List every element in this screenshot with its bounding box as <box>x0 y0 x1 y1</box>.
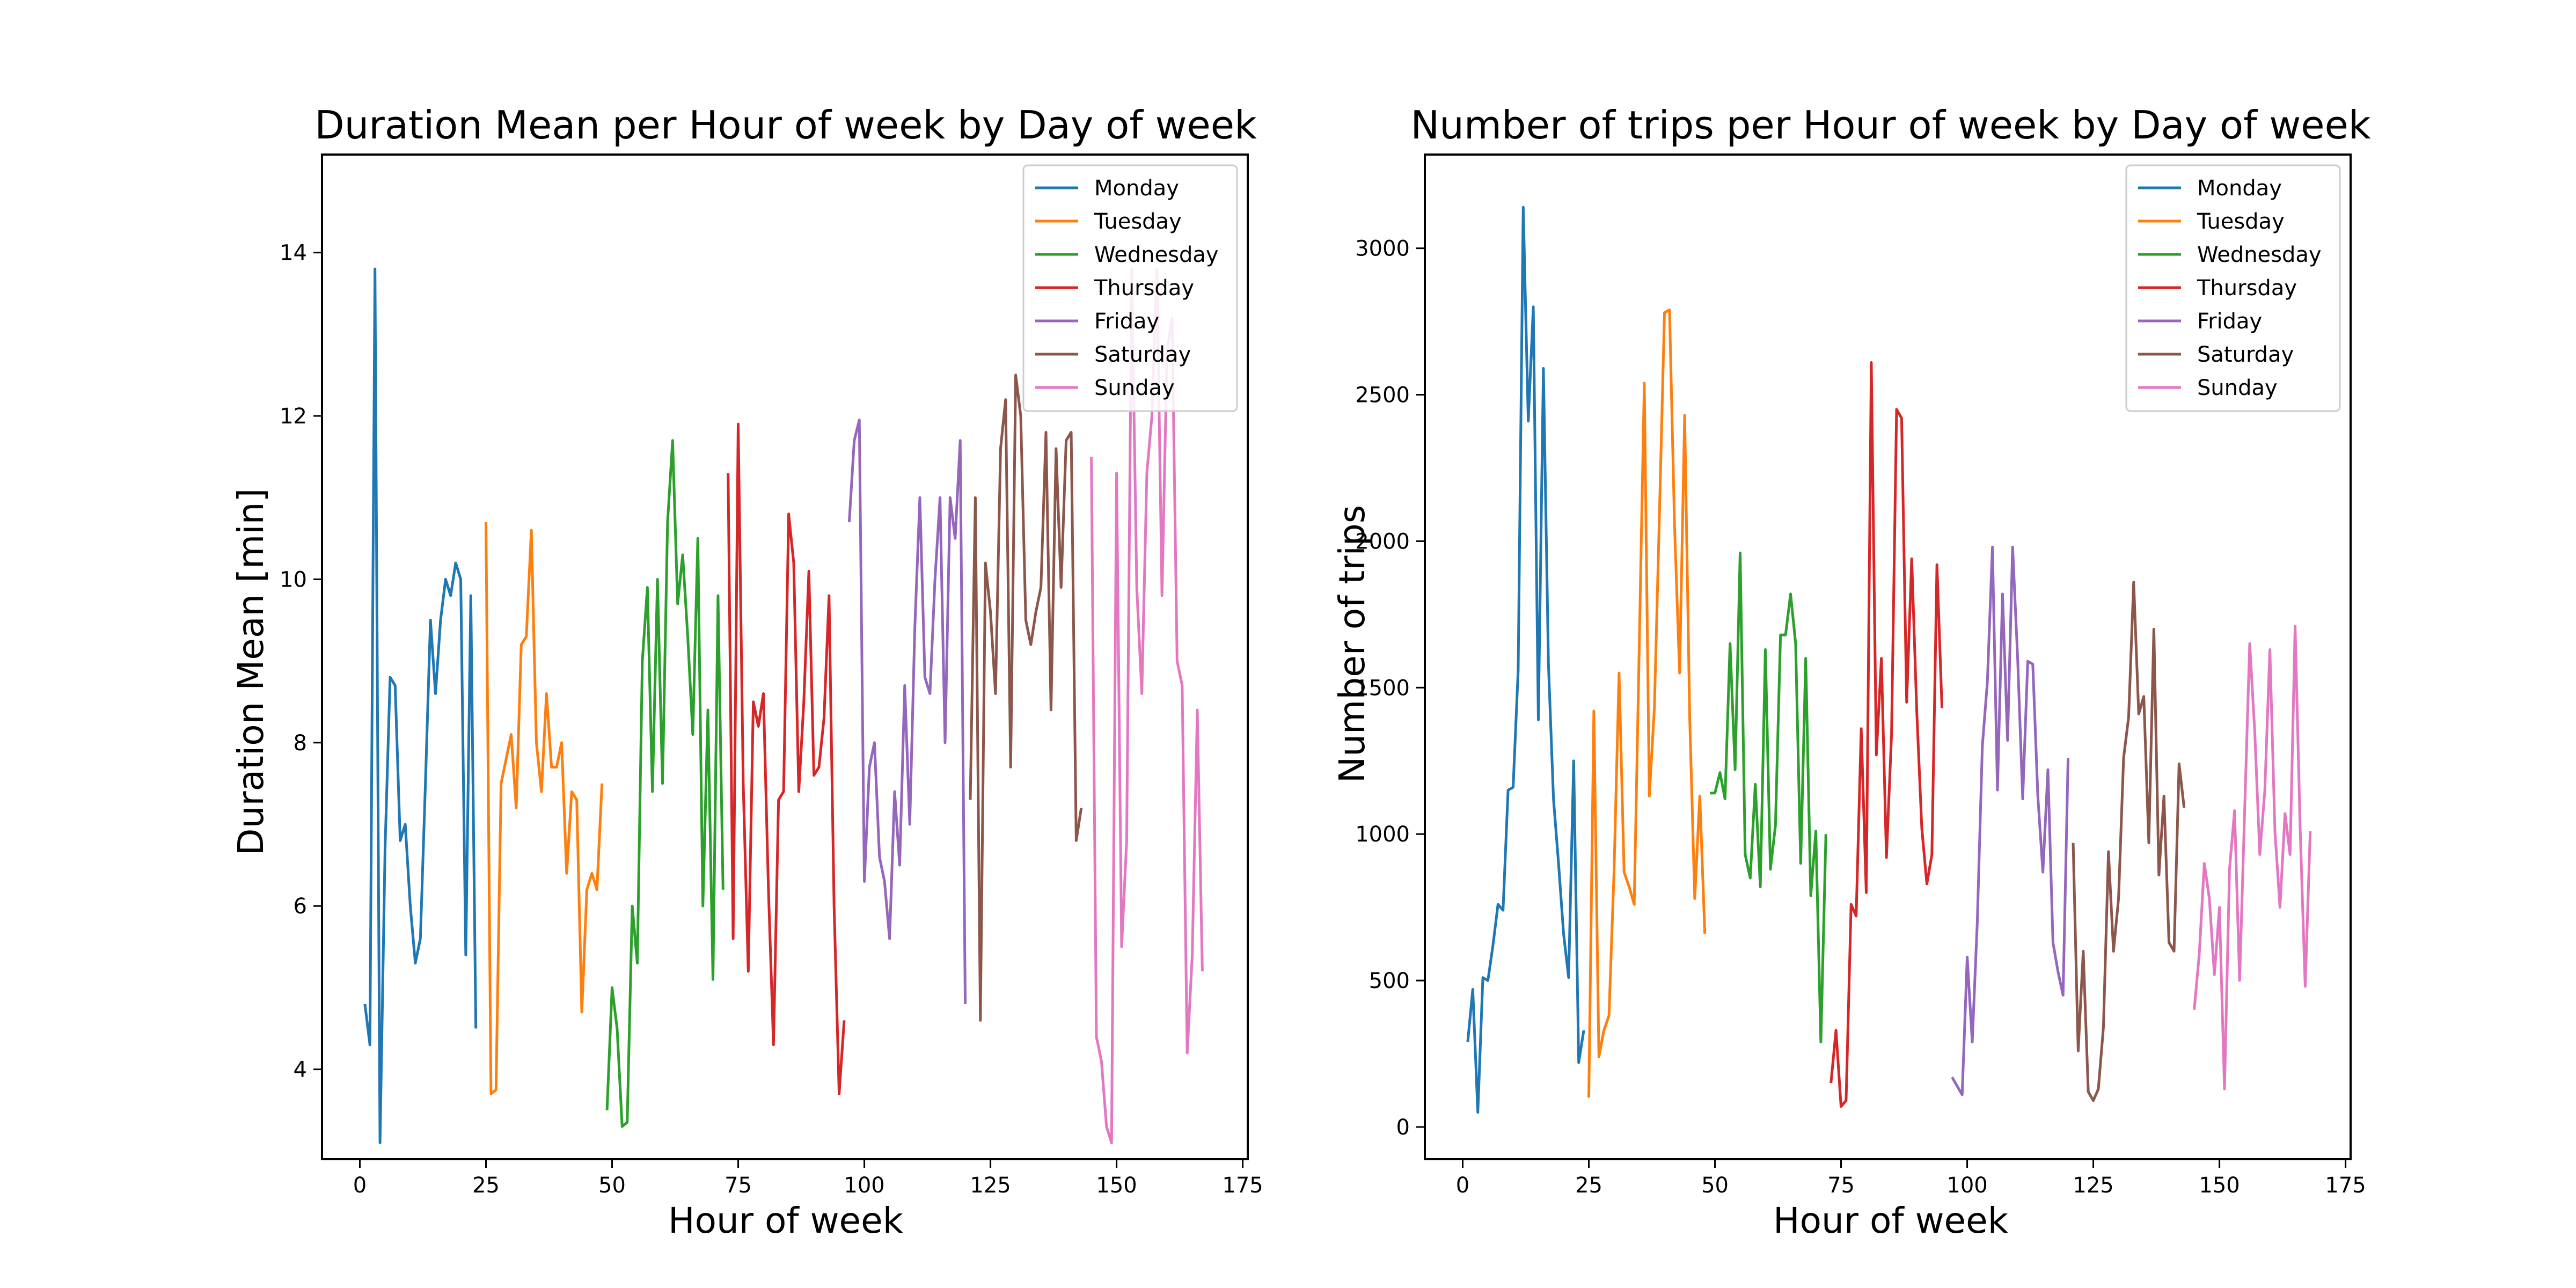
x-tick-label: 125 <box>970 1173 1011 1198</box>
x-tick-label: 75 <box>1827 1173 1855 1198</box>
legend-label: Monday <box>2197 176 2282 201</box>
tick-layer: 0 25 50 75 100 125 150 175 4 6 8 10 12 14 <box>280 241 1263 1198</box>
x-tick-label: 25 <box>472 1173 500 1198</box>
y-tick-label: 3000 <box>1355 237 1410 261</box>
number-of-trips-chart: Number of trips per Hour of week by Day … <box>1331 103 2371 1241</box>
legend: Monday Tuesday Wednesday Thursday Friday Satu… <box>2125 164 2341 412</box>
legend-label: Wednesday <box>1094 243 1219 267</box>
y-tick-label: 2500 <box>1355 383 1410 408</box>
legend-label: Thursday <box>1094 276 1194 301</box>
y-tick-label: 4 <box>294 1058 307 1082</box>
series-line-thursday <box>1829 361 1944 1108</box>
plot-area <box>363 267 1204 1145</box>
legend-label: Friday <box>2197 309 2262 334</box>
series-line-wednesday <box>605 439 724 1128</box>
x-axis-label: Hour of week <box>1773 1200 2009 1241</box>
series-line-sunday <box>2193 625 2312 1091</box>
y-axis-label: Duration Mean [min] <box>230 488 272 855</box>
plot-area <box>1466 206 2312 1114</box>
legend-label: Saturday <box>1094 342 1191 367</box>
x-tick-label: 50 <box>598 1173 626 1198</box>
duration-mean-chart: Duration Mean per Hour of week by Day of… <box>230 103 1263 1241</box>
series-line-tuesday <box>485 522 604 1095</box>
x-tick-label: 100 <box>844 1173 884 1198</box>
y-tick-label: 6 <box>294 894 307 919</box>
x-tick-label: 150 <box>2199 1173 2240 1198</box>
x-tick-label: 175 <box>1222 1173 1263 1198</box>
series-line-friday <box>1951 545 2070 1096</box>
x-axis-label: Hour of week <box>668 1200 904 1241</box>
plot-frame <box>321 153 1249 1160</box>
x-tick-label: 0 <box>353 1173 367 1198</box>
y-tick-label: 12 <box>280 404 307 429</box>
x-tick-label: 125 <box>2073 1173 2113 1198</box>
series-line-friday <box>847 419 967 1004</box>
legend-box <box>1022 164 1238 412</box>
legend-label: Tuesday <box>1094 209 1182 234</box>
legend-box <box>2125 164 2341 412</box>
y-tick-label: 1500 <box>1355 676 1410 700</box>
y-tick-label: 2000 <box>1355 529 1410 554</box>
legend-label: Tuesday <box>2197 209 2285 234</box>
y-tick-label: 1000 <box>1355 822 1410 847</box>
x-tick-label: 25 <box>1575 1173 1602 1198</box>
chart-title: Duration Mean per Hour of week by Day of… <box>314 103 1257 148</box>
series-line-monday <box>363 267 478 1145</box>
series-line-tuesday <box>1587 308 1707 1098</box>
legend: Monday Tuesday Wednesday Thursday Friday Satu… <box>1022 164 1238 412</box>
y-tick-label: 14 <box>280 241 307 266</box>
x-tick-label: 0 <box>1456 1173 1469 1198</box>
legend-label: Saturday <box>2197 342 2294 367</box>
series-line-saturday <box>2072 581 2186 1102</box>
legend-label: Friday <box>1094 309 1159 334</box>
legend-label: Wednesday <box>2197 243 2322 267</box>
y-tick-label: 8 <box>294 731 307 756</box>
series-line-thursday <box>727 422 846 1095</box>
x-tick-label: 50 <box>1701 1173 1729 1198</box>
legend-label: Thursday <box>2197 276 2297 301</box>
chart-title: Number of trips per Hour of week by Day … <box>1410 103 2371 148</box>
x-tick-label: 175 <box>2325 1173 2366 1198</box>
plot-frame <box>1424 153 2352 1160</box>
y-axis-label: Number of trips <box>1331 505 1373 783</box>
legend-label: Sunday <box>1094 376 1175 400</box>
y-tick-label: 0 <box>1396 1115 1410 1140</box>
y-tick-label: 10 <box>280 567 307 592</box>
legend-label: Monday <box>1094 176 1179 201</box>
x-tick-label: 75 <box>724 1173 752 1198</box>
series-line-monday <box>1466 206 1585 1114</box>
y-tick-label: 500 <box>1369 969 1410 993</box>
legend-label: Sunday <box>2197 376 2278 400</box>
x-tick-label: 150 <box>1096 1173 1137 1198</box>
tick-layer: 0 25 50 75 100 125 150 175 0 500 1000 1500 2000 2500 3… <box>1355 237 2366 1198</box>
series-line-saturday <box>969 374 1083 1022</box>
series-line-sunday <box>1090 267 1204 1145</box>
series-line-wednesday <box>1710 551 1827 1044</box>
x-tick-label: 100 <box>1946 1173 1987 1198</box>
